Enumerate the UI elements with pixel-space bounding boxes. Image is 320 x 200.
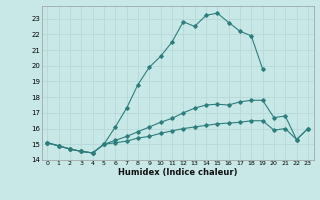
X-axis label: Humidex (Indice chaleur): Humidex (Indice chaleur) [118,168,237,177]
